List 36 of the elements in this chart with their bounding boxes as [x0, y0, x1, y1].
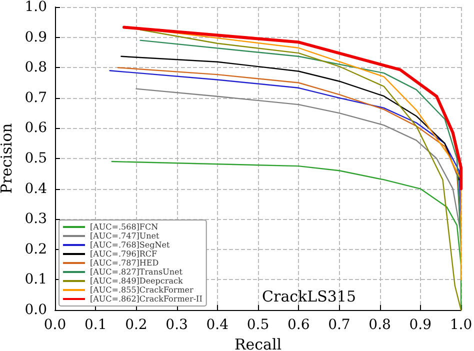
annotation: CrackLS315	[262, 288, 356, 306]
legend-label: [AUC=.747]Unet	[90, 232, 160, 240]
x-axis-title: Recall	[234, 335, 282, 351]
y-axis-title: Precision	[0, 122, 16, 194]
legend-label: [AUC=.827]TransUnet	[90, 268, 184, 276]
x-tick-label: 0.8	[368, 317, 391, 333]
x-tick-label: 1.0	[450, 317, 472, 333]
y-tick-label: 0.9	[24, 29, 47, 46]
legend-label: [AUC=.796]RCF	[90, 250, 158, 258]
x-tick-label: 0.3	[166, 317, 188, 333]
legend-label: [AUC=.568]FCN	[90, 222, 158, 232]
legend-label: [AUC=.849]Deepcrack	[90, 276, 183, 286]
x-tick-label: 0.1	[84, 317, 107, 333]
y-tick-label: 1.0	[24, 0, 47, 15]
y-tick-label: 0.8	[24, 60, 47, 76]
y-tick-label: 0.2	[24, 241, 47, 258]
x-tick-label: 0.2	[125, 317, 148, 333]
y-tick-label: 0.4	[24, 180, 48, 197]
x-tick-label: 0.5	[246, 317, 270, 333]
line-series	[122, 26, 462, 190]
legend-label: [AUC=.768]SegNet	[90, 240, 170, 250]
x-tick-label: 0.6	[287, 317, 310, 333]
x-tick-label: 0.4	[206, 317, 229, 333]
x-tick-label: 0.0	[44, 317, 66, 333]
y-tick-label: 0.3	[24, 211, 47, 228]
x-tick-label: 0.7	[328, 317, 350, 333]
legend-label: [AUC=.862]CrackFormer-II	[90, 294, 202, 304]
y-tick-label: 0.0	[24, 302, 47, 318]
x-tick-label: 0.9	[409, 317, 432, 333]
line-series	[120, 56, 460, 180]
y-tick-label: 0.7	[24, 90, 47, 106]
y-tick-label: 0.1	[24, 272, 47, 288]
legend-label: [AUC=.855]CrackFormer	[90, 286, 194, 294]
y-tick-label: 0.5	[24, 150, 47, 166]
y-tick-label: 0.6	[24, 120, 48, 136]
legend-label: [AUC=.787]HED	[90, 258, 159, 268]
